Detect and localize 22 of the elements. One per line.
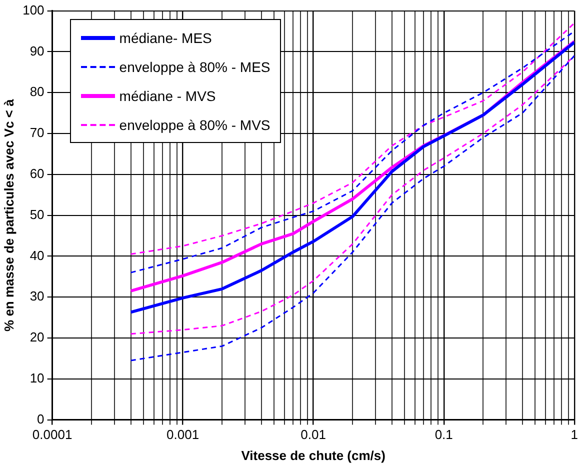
y-tick-label: 50	[30, 206, 44, 222]
y-tick-label: 90	[30, 43, 44, 58]
y-tick-label: 0	[37, 411, 44, 426]
x-tick-label: 0.1	[434, 427, 453, 442]
x-tick-label: 0.01	[300, 427, 326, 442]
y-tick-label: 70	[30, 125, 44, 140]
y-tick-label: 30	[30, 288, 44, 304]
x-axis-title: Vitesse de chute (cm/s)	[241, 448, 386, 463]
y-tick-label: 10	[30, 370, 44, 386]
y-tick-label: 100	[22, 2, 44, 18]
y-tick-label: 80	[30, 84, 44, 100]
legend-label: médiane - MVS	[119, 88, 216, 104]
x-tick-label: 0.001	[166, 427, 200, 442]
legend-label: enveloppe à 80% - MES	[119, 59, 270, 76]
y-tick-label: 60	[30, 166, 44, 181]
legend-label: médiane- MES	[119, 30, 212, 46]
y-tick-label: 40	[30, 248, 44, 263]
x-tick-label: 1	[570, 427, 578, 442]
legend-label: enveloppe à 80% - MVS	[119, 117, 270, 134]
y-tick-label: 20	[30, 330, 44, 345]
x-tick-label: 0.0001	[32, 427, 72, 442]
y-axis-title: % en masse de particules avec Vc < à	[1, 98, 16, 332]
